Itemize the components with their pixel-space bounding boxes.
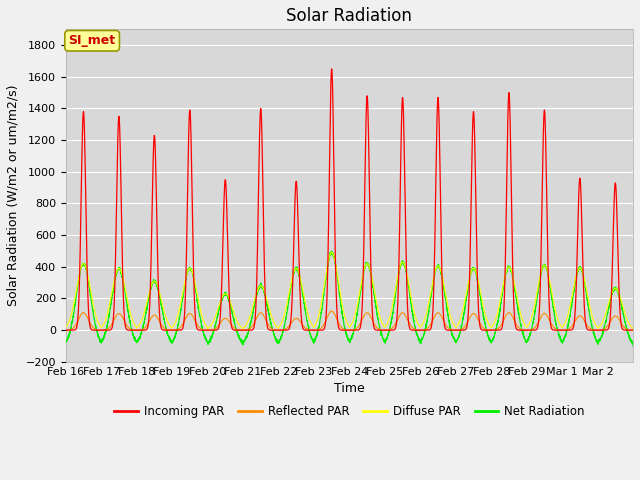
Y-axis label: Solar Radiation (W/m2 or um/m2/s): Solar Radiation (W/m2 or um/m2/s) <box>7 85 20 306</box>
Title: Solar Radiation: Solar Radiation <box>287 7 412 25</box>
Text: SI_met: SI_met <box>68 34 116 47</box>
Legend: Incoming PAR, Reflected PAR, Diffuse PAR, Net Radiation: Incoming PAR, Reflected PAR, Diffuse PAR… <box>109 400 589 422</box>
X-axis label: Time: Time <box>334 382 365 395</box>
